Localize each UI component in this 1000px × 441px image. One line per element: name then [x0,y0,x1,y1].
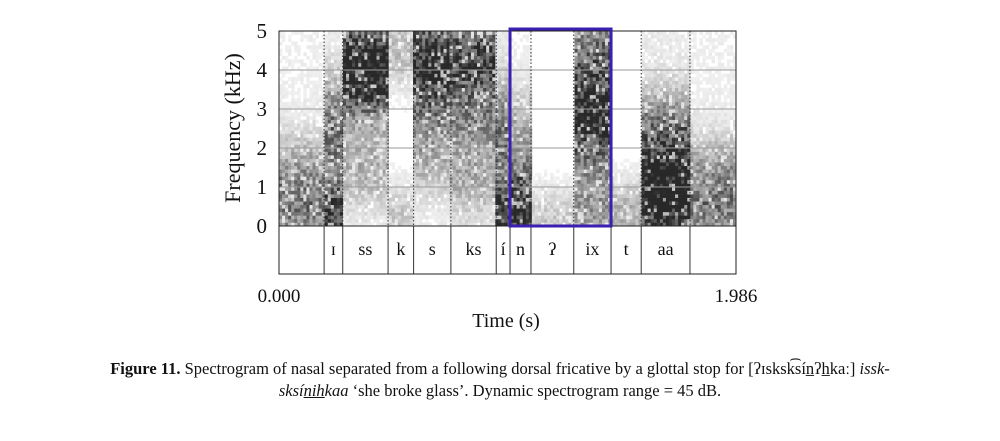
caption-word-c: nih [303,381,325,400]
caption-word-b: sksí [278,381,304,400]
label-tier-border [278,225,737,275]
caption-label: Figure 11. [110,359,181,378]
segment-label: ʔ [548,239,557,259]
caption-word-d: kaa [324,381,349,400]
segment-label: ss [358,239,373,259]
x-axis-label: Time (s) [472,310,540,332]
caption-text: Spectrogram of nasal separated from a fo… [180,359,860,378]
highlight-rectangle [508,27,613,228]
segment-label: t [623,239,629,259]
y-tick-label: 5 [256,19,268,43]
x-tick-end: 1.986 [714,286,758,307]
highlight-box [508,27,613,228]
segment-label: s [428,239,436,259]
segment-label: ks [465,239,482,259]
y-tick-label: 2 [256,136,268,160]
frequency-gridlines [279,69,736,188]
caption-gloss: ‘she broke glass’. Dynamic spectrogram r… [348,381,722,400]
plot-frame [278,30,737,275]
segment-label: aa [657,239,674,259]
y-tick-label: 0 [256,214,268,238]
segment-label: í [500,239,506,259]
segment-label: n [516,239,525,259]
caption-word-a: issk- [859,359,890,378]
segment-label: ɪ [330,239,336,259]
y-tick-label: 1 [256,175,268,199]
y-tick-label: 4 [256,58,268,82]
spectrogram-energy [279,31,737,227]
y-tick-label: 3 [256,97,268,121]
figure-caption: Figure 11. Spectrogram of nasal separate… [12,358,988,402]
segment-label: k [396,239,406,259]
x-tick-start: 0.000 [257,286,301,307]
segment-label: ix [585,239,600,259]
